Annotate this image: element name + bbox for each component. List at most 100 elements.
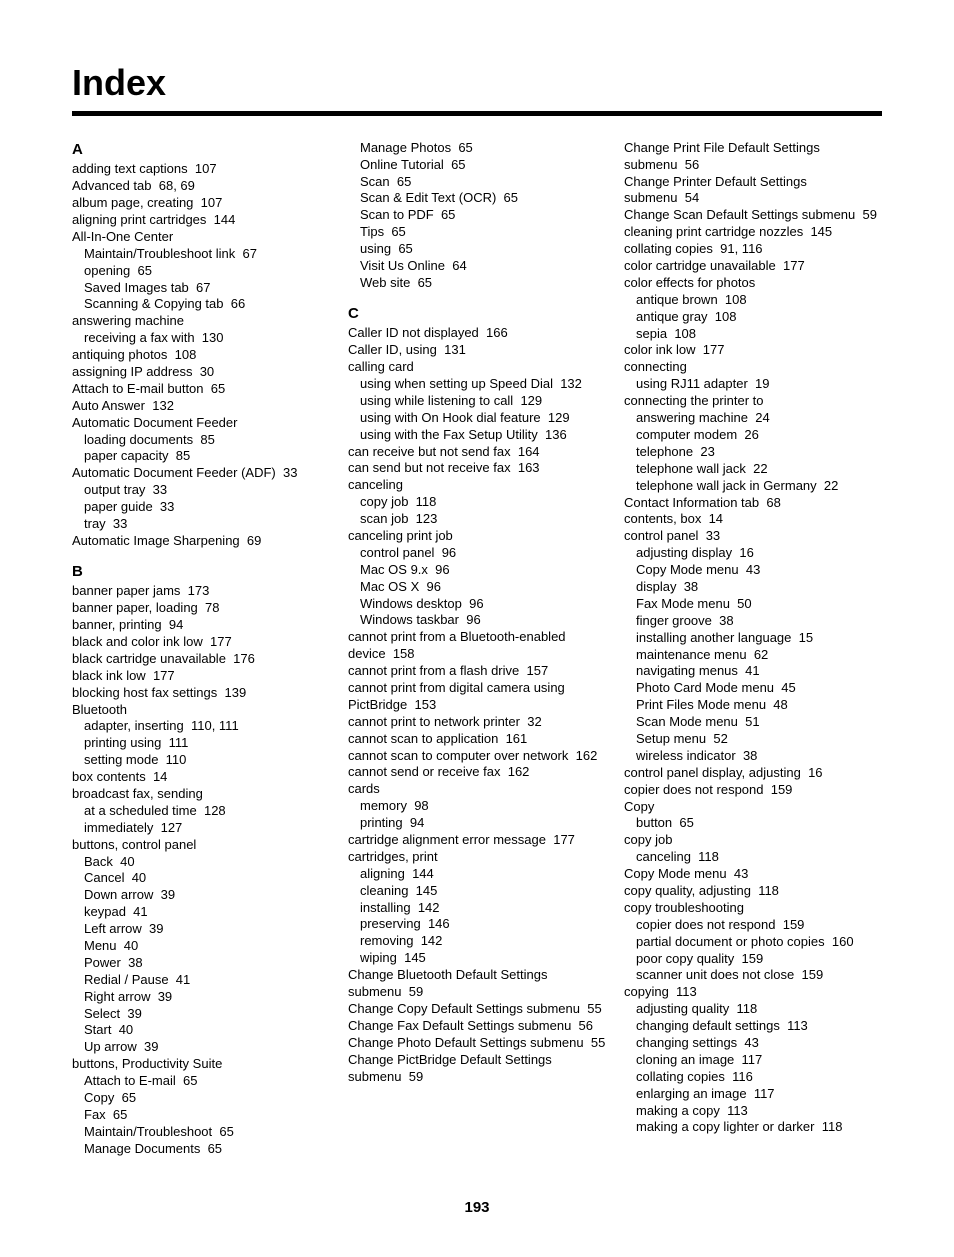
index-entry-text[interactable]: poor copy quality <box>636 951 734 966</box>
index-entry-text[interactable]: collating copies <box>624 241 713 256</box>
index-entry-text[interactable]: making a copy <box>636 1103 720 1118</box>
index-page-ref[interactable]: 66 <box>231 296 245 311</box>
index-page-ref[interactable]: 38 <box>684 579 698 594</box>
index-page-ref[interactable]: 94 <box>410 815 424 830</box>
index-page-ref[interactable]: 177 <box>210 634 232 649</box>
index-page-ref[interactable]: 43 <box>744 1035 758 1050</box>
index-entry-text[interactable]: Left arrow <box>84 921 142 936</box>
index-entry-text[interactable]: Copy Mode menu <box>624 866 727 881</box>
index-page-ref[interactable]: 65 <box>397 174 411 189</box>
index-page-ref[interactable]: 65 <box>418 275 432 290</box>
index-page-ref[interactable]: 127 <box>161 820 183 835</box>
index-entry-text[interactable]: removing <box>360 933 413 948</box>
index-entry-text[interactable]: changing default settings <box>636 1018 780 1033</box>
index-entry-text[interactable]: Change Print File Default Settings subme… <box>624 140 820 172</box>
index-entry-text[interactable]: canceling print job <box>348 528 453 543</box>
index-entry-text[interactable]: Web site <box>360 275 410 290</box>
index-entry-text[interactable]: computer modem <box>636 427 737 442</box>
index-page-ref[interactable]: 128 <box>204 803 226 818</box>
index-entry-text[interactable]: Back <box>84 854 113 869</box>
index-entry-text[interactable]: Contact Information tab <box>624 495 759 510</box>
index-entry-text[interactable]: copy job <box>624 832 672 847</box>
index-page-ref[interactable]: 15 <box>799 630 813 645</box>
index-page-ref[interactable]: 146 <box>428 916 450 931</box>
index-page-ref[interactable]: 108 <box>175 347 197 362</box>
index-page-ref[interactable]: 59 <box>409 984 423 999</box>
index-page-ref[interactable]: 159 <box>802 967 824 982</box>
index-page-ref[interactable]: 65 <box>398 241 412 256</box>
index-entry-text[interactable]: output tray <box>84 482 145 497</box>
index-entry-text[interactable]: maintenance menu <box>636 647 747 662</box>
index-page-ref[interactable]: 38 <box>128 955 142 970</box>
index-entry-text[interactable]: partial document or photo copies <box>636 934 825 949</box>
index-entry-text[interactable]: Maintain/Troubleshoot link <box>84 246 235 261</box>
index-page-ref[interactable]: 33 <box>113 516 127 531</box>
index-entry-text[interactable]: Advanced tab <box>72 178 152 193</box>
index-entry-text[interactable]: cleaning <box>360 883 408 898</box>
index-page-ref[interactable]: 40 <box>124 938 138 953</box>
index-page-ref[interactable]: 177 <box>703 342 725 357</box>
index-page-ref[interactable]: 96 <box>426 579 440 594</box>
index-page-ref[interactable]: 159 <box>783 917 805 932</box>
index-entry-text[interactable]: Tips <box>360 224 384 239</box>
index-entry-text[interactable]: Manage Documents <box>84 1141 200 1156</box>
index-page-ref[interactable]: 118 <box>822 1119 843 1134</box>
index-entry-text[interactable]: paper guide <box>84 499 153 514</box>
index-page-ref[interactable]: 113 <box>787 1018 808 1033</box>
index-page-ref[interactable]: 166 <box>486 325 508 340</box>
index-entry-text[interactable]: telephone wall jack <box>636 461 746 476</box>
index-page-ref[interactable]: 55 <box>591 1035 605 1050</box>
index-entry-text[interactable]: antique brown <box>636 292 718 307</box>
index-entry-text[interactable]: Print Files Mode menu <box>636 697 766 712</box>
index-entry-text[interactable]: telephone <box>636 444 693 459</box>
index-entry-text[interactable]: wiping <box>360 950 397 965</box>
index-entry-text[interactable]: cannot print from digital camera using P… <box>348 680 565 712</box>
index-page-ref[interactable]: 130 <box>202 330 224 345</box>
index-page-ref[interactable]: 43 <box>746 562 760 577</box>
index-page-ref[interactable]: 173 <box>188 583 210 598</box>
index-page-ref[interactable]: 96 <box>442 545 456 560</box>
index-page-ref[interactable]: 159 <box>742 951 764 966</box>
index-page-ref[interactable]: 176 <box>233 651 255 666</box>
index-page-ref[interactable]: 55 <box>587 1001 601 1016</box>
index-entry-text[interactable]: cards <box>348 781 380 796</box>
index-page-ref[interactable]: 45 <box>781 680 795 695</box>
index-entry-text[interactable]: cartridge alignment error message <box>348 832 546 847</box>
index-entry-text[interactable]: preserving <box>360 916 421 931</box>
index-entry-text[interactable]: copier does not respond <box>624 782 763 797</box>
index-page-ref[interactable]: 177 <box>153 668 175 683</box>
index-entry-text[interactable]: cannot print to network printer <box>348 714 520 729</box>
index-entry-text[interactable]: blocking host fax settings <box>72 685 217 700</box>
index-entry-text[interactable]: banner paper jams <box>72 583 180 598</box>
index-page-ref[interactable]: 59 <box>863 207 877 222</box>
index-page-ref[interactable]: 39 <box>127 1006 141 1021</box>
index-page-ref[interactable]: 48 <box>773 697 787 712</box>
index-page-ref[interactable]: 85 <box>176 448 190 463</box>
index-entry-text[interactable]: Attach to E-mail <box>84 1073 176 1088</box>
index-page-ref[interactable]: 54 <box>685 190 699 205</box>
index-entry-text[interactable]: Copy Mode menu <box>636 562 739 577</box>
index-page-ref[interactable]: 94 <box>169 617 183 632</box>
index-page-ref[interactable]: 96 <box>466 612 480 627</box>
index-entry-text[interactable]: immediately <box>84 820 153 835</box>
index-page-ref[interactable]: 162 <box>508 764 530 779</box>
index-page-ref[interactable]: 39 <box>149 921 163 936</box>
index-entry-text[interactable]: Copy <box>84 1090 114 1105</box>
index-entry-text[interactable]: contents, box <box>624 511 701 526</box>
index-page-ref[interactable]: 33 <box>160 499 174 514</box>
index-page-ref[interactable]: 43 <box>734 866 748 881</box>
index-page-ref[interactable]: 65 <box>458 140 472 155</box>
index-entry-text[interactable]: using RJ11 adapter <box>636 376 748 391</box>
index-entry-text[interactable]: scanner unit does not close <box>636 967 794 982</box>
index-entry-text[interactable]: Online Tutorial <box>360 157 444 172</box>
index-entry-text[interactable]: changing settings <box>636 1035 737 1050</box>
index-page-ref[interactable]: 24 <box>755 410 769 425</box>
index-entry-text[interactable]: copy quality, adjusting <box>624 883 751 898</box>
index-entry-text[interactable]: album page, creating <box>72 195 193 210</box>
index-page-ref[interactable]: 118 <box>698 849 719 864</box>
index-entry-text[interactable]: tray <box>84 516 106 531</box>
index-entry-text[interactable]: memory <box>360 798 407 813</box>
index-page-ref[interactable]: 41 <box>745 663 759 678</box>
index-entry-text[interactable]: Automatic Image Sharpening <box>72 533 240 548</box>
index-page-ref[interactable]: 118 <box>736 1001 757 1016</box>
